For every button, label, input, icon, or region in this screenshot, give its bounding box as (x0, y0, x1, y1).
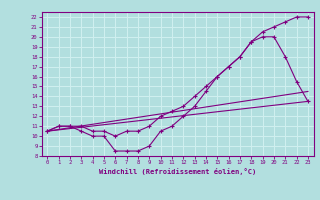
X-axis label: Windchill (Refroidissement éolien,°C): Windchill (Refroidissement éolien,°C) (99, 168, 256, 175)
